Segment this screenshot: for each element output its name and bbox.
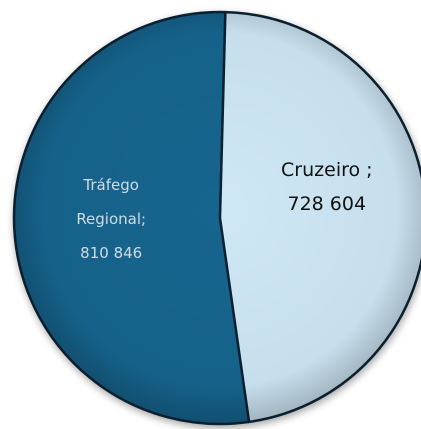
slice-label-cruzeiro: Cruzeiro ; 728 604	[281, 159, 373, 215]
pie-slice-cruzeiro	[218, 10, 421, 424]
slice-label-tr-fego-regional: Tráfego Regional; 810 846	[76, 176, 146, 262]
slice-label-line: Cruzeiro ;	[281, 159, 373, 181]
pie-slices	[12, 10, 421, 426]
slice-label-line: 810 846	[80, 244, 142, 262]
pie-labels: Tráfego Regional; 810 846 Cruzeiro ; 728 604	[76, 159, 372, 262]
slice-label-line: Regional;	[76, 210, 146, 228]
slice-label-line: 728 604	[288, 193, 367, 215]
slice-label-line: Tráfego	[82, 176, 139, 194]
